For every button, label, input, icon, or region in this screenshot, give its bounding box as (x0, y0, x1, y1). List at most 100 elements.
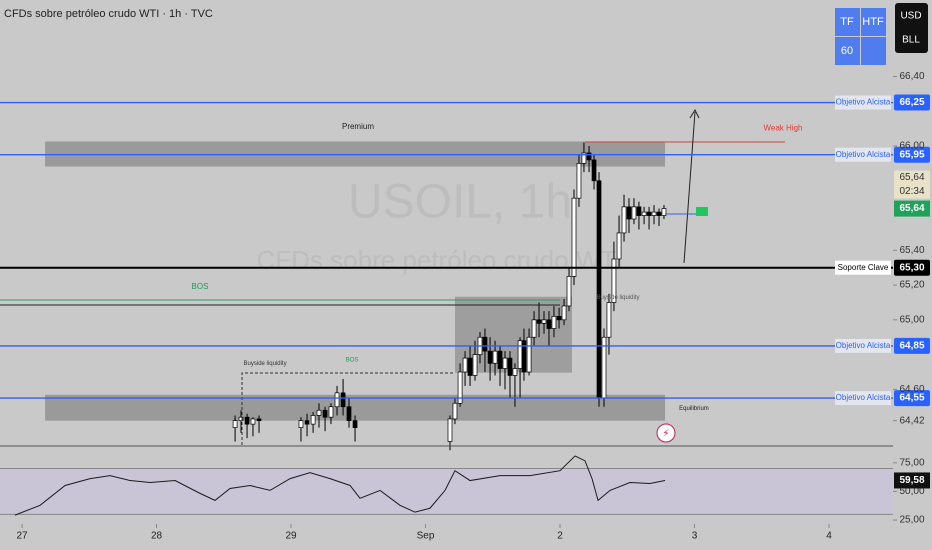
watermark-name: CFDs sobre petróleo crudo WTI (256, 245, 623, 275)
candle-body (636, 206, 642, 216)
level-label-bg (835, 338, 891, 353)
candle-body (517, 340, 523, 369)
candle-body (340, 392, 346, 408)
y-tick-label: 66,40 (899, 71, 924, 82)
level-label: Soporte Clave (838, 263, 889, 272)
candle-body (581, 152, 587, 164)
candle-body (541, 319, 547, 324)
candle-body (512, 368, 518, 376)
htf-button[interactable] (861, 8, 886, 36)
candle-body (457, 371, 463, 404)
axis-price-label: 65,30 (899, 262, 924, 273)
candle-body (238, 416, 244, 422)
candle-body (556, 316, 562, 321)
level-label-bg (835, 95, 891, 110)
candle-body (256, 418, 262, 422)
empty-button (861, 37, 886, 65)
last-price-gray: 65,64 (899, 172, 924, 183)
candle-body (250, 418, 256, 425)
annotation: BOS (192, 282, 209, 291)
arrow-head (689, 108, 700, 119)
currency-box[interactable] (895, 3, 928, 53)
rsi-last-bg (894, 472, 930, 489)
level-label-bg (835, 260, 891, 275)
level-label: Objetivo Alcista (836, 98, 891, 107)
tf-button[interactable] (835, 8, 860, 36)
candle-body (334, 392, 340, 408)
candle-body (472, 354, 478, 376)
candle-body (492, 350, 498, 364)
axis-price-label: 64,85 (899, 341, 924, 352)
candle-body (232, 420, 238, 428)
y-tick-label: 50,00 (899, 486, 924, 497)
y-tick-label: 64,42 (899, 415, 924, 426)
candle-body (521, 340, 527, 373)
candle-body (322, 409, 328, 418)
candle-body (561, 305, 567, 321)
currency: USD (900, 11, 921, 22)
candle-body (546, 319, 552, 329)
watermark-symbol: USOIL, 1h (348, 176, 572, 229)
level-label: Objetivo Alcista (836, 393, 891, 402)
htf-label: HTF (862, 16, 884, 28)
position-marker (696, 207, 708, 216)
y-tick-label: 64,60 (899, 384, 924, 395)
candle-body (531, 319, 537, 338)
candle-body (586, 152, 592, 161)
candle-body (611, 258, 617, 303)
countdown: 02:34 (899, 186, 924, 197)
candle-body (571, 197, 577, 277)
annotation: Premium (342, 122, 374, 131)
x-tick-label: 4 (826, 531, 832, 542)
candle-body (316, 409, 322, 416)
candle-body (304, 420, 310, 425)
candle-body (452, 402, 458, 420)
x-tick-label: 3 (692, 531, 698, 542)
annotation: Equilibrium (679, 406, 709, 412)
candle-body (591, 159, 597, 182)
level-label: Objetivo Alcista (836, 150, 891, 159)
candle-body (244, 416, 250, 425)
candle-body (631, 206, 637, 220)
axis-price-label: 66,25 (899, 97, 924, 108)
candle-body (298, 420, 304, 428)
annotation: Buyside liquidity (596, 295, 639, 301)
period-button[interactable] (835, 37, 860, 65)
axis-price-label: 64,55 (899, 393, 924, 404)
candle-body (621, 206, 627, 234)
candle-body (576, 163, 582, 199)
candle-body (616, 232, 622, 260)
y-tick-label: 66,00 (899, 141, 924, 152)
candle-body (646, 211, 652, 216)
chart-title: CFDs sobre petróleo crudo WTI · 1h · TVC (4, 8, 213, 20)
level-label-bg (835, 147, 891, 162)
y-tick-label: 75,00 (899, 457, 924, 468)
rsi-band (0, 468, 893, 515)
annotation: BOS (346, 357, 359, 363)
candle-body (447, 418, 453, 442)
candle-body (502, 357, 508, 369)
rsi-last-label: 59,58 (899, 475, 924, 486)
candle-body (310, 415, 316, 425)
x-tick-label: 2 (557, 531, 563, 542)
candle-body (551, 316, 557, 329)
axis-price-bg (894, 390, 930, 407)
y-tick-label: 65,20 (899, 280, 924, 291)
zone (45, 141, 666, 167)
axis-price-bg (894, 94, 930, 111)
candle-body (462, 357, 468, 373)
candle-body (661, 208, 667, 216)
axis-price-bg (894, 259, 930, 276)
x-tick-label: 28 (151, 531, 163, 542)
candle-body (566, 276, 572, 307)
axis-price-label: 65,95 (899, 149, 924, 160)
candle-body (497, 350, 503, 369)
candle-body (596, 180, 602, 399)
annotation: Weak High (763, 124, 802, 133)
period-label: 60 (841, 45, 853, 57)
candle-body (328, 406, 334, 418)
rsi-line (14, 455, 666, 516)
level-label-bg (835, 391, 891, 406)
